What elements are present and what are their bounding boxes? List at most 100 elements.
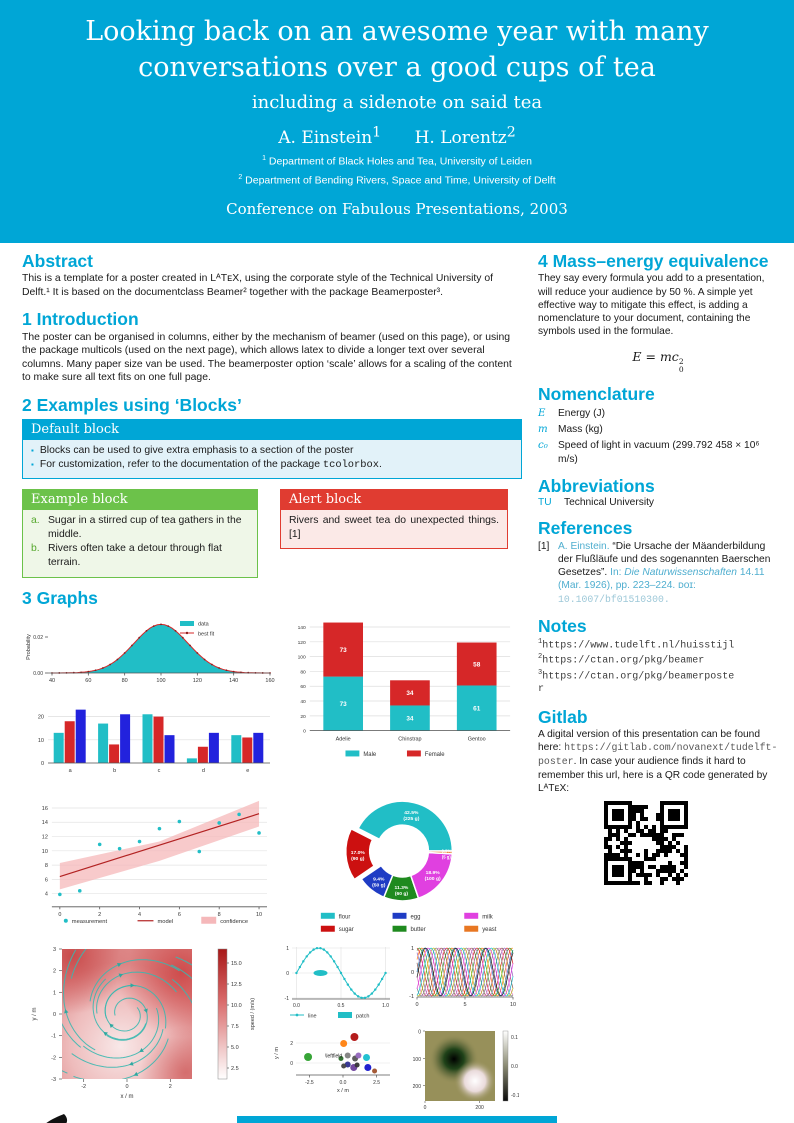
svg-text:12: 12 xyxy=(42,834,48,840)
nomenclature-entry: c₀ Speed of light in vacuum (299.792 458 … xyxy=(538,440,760,465)
svg-text:data: data xyxy=(198,621,210,627)
svg-text:Gentoo: Gentoo xyxy=(468,736,486,742)
svg-text:1: 1 xyxy=(53,990,56,996)
poster-header: Looking back on an awesome year with man… xyxy=(0,0,794,243)
svg-text:34: 34 xyxy=(406,690,414,697)
svg-text:0: 0 xyxy=(303,729,306,735)
grouped-bar-chart: 0 10 20 a b c d e xyxy=(38,709,270,774)
svg-text:10.0: 10.0 xyxy=(231,1003,242,1009)
svg-text:\leftfield: \leftfield xyxy=(325,1053,342,1059)
svg-text:8: 8 xyxy=(45,863,48,869)
svg-text:c: c xyxy=(158,768,161,774)
svg-text:best fit: best fit xyxy=(198,631,215,637)
svg-text:73: 73 xyxy=(340,647,348,654)
svg-text:40: 40 xyxy=(49,678,55,684)
svg-text:line: line xyxy=(308,1013,317,1019)
nomenclature-heading: Nomenclature xyxy=(538,384,655,405)
ingredients-donut-chart: 42.5% (225 g) 17.0% (90 g) 9.4% (50 g) 11.3% (6… xyxy=(320,800,497,933)
svg-text:4: 4 xyxy=(138,912,141,918)
examples-heading: 2 Examples using ‘Blocks’ xyxy=(22,394,242,415)
abstract-text: This is a template for a poster created … xyxy=(22,273,494,298)
svg-text:1: 1 xyxy=(411,946,414,952)
doi-link[interactable]: 10.1007/bf01510300. xyxy=(558,593,670,605)
example-alert-row: Example block a. Sugar in a stirred cup o… xyxy=(22,489,522,578)
svg-text:0: 0 xyxy=(58,912,61,918)
svg-text:model: model xyxy=(157,919,173,925)
svg-text:-2: -2 xyxy=(51,1055,56,1061)
penguin-stacked-bar-chart: 0 20 40 60 80 100 120 140 73 73 Adelie 34 34 Chinstra… xyxy=(298,622,511,758)
example-block-title: Example block xyxy=(23,490,257,511)
svg-text:flour: flour xyxy=(339,914,351,920)
svg-text:0: 0 xyxy=(411,970,414,976)
default-block: Default block ▪ Blocks can be used to giv… xyxy=(22,419,522,480)
svg-text:7.5: 7.5 xyxy=(231,1024,239,1030)
right-column: 4 Mass–energy equivalence They say every… xyxy=(538,252,778,886)
svg-text:73: 73 xyxy=(340,701,348,708)
svg-text:11.3%(60 g): 11.3% (60 g) xyxy=(395,885,409,897)
svg-text:140: 140 xyxy=(229,678,238,684)
poster-title: Looking back on an awesome year with man… xyxy=(85,16,709,83)
bullet-icon: ▪ xyxy=(31,460,34,470)
svg-text:10: 10 xyxy=(256,912,262,918)
svg-text:2.5: 2.5 xyxy=(231,1066,239,1072)
svg-text:x / m: x / m xyxy=(121,1094,134,1099)
example-block: Example block a. Sugar in a stirred cup o… xyxy=(22,489,258,578)
svg-text:12.5: 12.5 xyxy=(231,982,242,988)
svg-text:3: 3 xyxy=(53,947,56,953)
svg-text:20: 20 xyxy=(38,714,44,720)
svg-text:80: 80 xyxy=(300,669,306,675)
list-item: b. Rivers often take a detour through fla… xyxy=(31,543,222,569)
svg-text:milk: milk xyxy=(482,914,493,920)
svg-text:20: 20 xyxy=(300,714,306,720)
svg-text:17.0%(90 g): 17.0% (90 g) xyxy=(351,850,366,862)
conference-line: Conference on Fabulous Presentations, 20… xyxy=(226,199,568,218)
note-url[interactable]: https://ctan.org/pkg/beamerposter xyxy=(538,671,735,696)
mass-energy-text: They say every formula you add to a pres… xyxy=(538,273,765,338)
notes-list: 1https://www.tudelft.nl/huisstijl 2https… xyxy=(538,638,738,697)
svg-text:10: 10 xyxy=(510,1002,516,1008)
svg-text:5.0: 5.0 xyxy=(231,1045,239,1051)
svg-text:14: 14 xyxy=(42,820,48,826)
footer-accent-bar xyxy=(237,1116,557,1123)
introduction-heading: 1 Introduction xyxy=(22,309,139,330)
svg-text:b: b xyxy=(113,768,116,774)
gitlab-url[interactable]: https://gitlab.com/novanext/tudelft-post… xyxy=(538,742,778,768)
svg-text:0.0: 0.0 xyxy=(511,1064,518,1070)
svg-text:5: 5 xyxy=(463,1002,466,1008)
svg-text:9.4%(50 g): 9.4% (50 g) xyxy=(372,876,386,888)
svg-text:100: 100 xyxy=(298,654,306,660)
svg-text:18.9%(100 g): 18.9% (100 g) xyxy=(425,870,441,882)
svg-text:0.9%(5 g): 0.9% (5 g) xyxy=(442,848,452,859)
svg-text:speed / (m/s): speed / (m/s) xyxy=(250,998,256,1030)
svg-text:confidence: confidence xyxy=(220,919,248,925)
svg-text:120: 120 xyxy=(298,640,306,646)
svg-text:0: 0 xyxy=(286,971,289,977)
author: H. Lorentz2 xyxy=(414,124,516,148)
svg-text:140: 140 xyxy=(298,625,306,631)
svg-text:Chinstrap: Chinstrap xyxy=(398,736,421,742)
svg-text:160: 160 xyxy=(265,678,274,684)
svg-text:80: 80 xyxy=(122,678,128,684)
svg-text:yeast: yeast xyxy=(482,927,497,933)
svg-text:0: 0 xyxy=(41,761,44,767)
svg-text:2: 2 xyxy=(98,912,101,918)
note-url[interactable]: https://ctan.org/pkg/beamer xyxy=(542,655,705,667)
gitlab-heading: Gitlab xyxy=(538,706,588,727)
svg-text:-2: -2 xyxy=(81,1084,86,1090)
svg-text:58: 58 xyxy=(473,661,481,668)
svg-text:10: 10 xyxy=(38,738,44,744)
list-item: a. Sugar in a stirred cup of tea gathers … xyxy=(31,515,242,541)
svg-text:Adelie: Adelie xyxy=(336,736,351,742)
svg-text:y / m: y / m xyxy=(32,1007,38,1020)
svg-text:-1: -1 xyxy=(409,994,414,1000)
svg-text:120: 120 xyxy=(193,678,202,684)
svg-text:-3: -3 xyxy=(51,1077,56,1083)
default-block-body: ▪ Blocks can be used to give extra emphas… xyxy=(23,440,521,479)
note-url[interactable]: https://www.tudelft.nl/huisstijl xyxy=(542,639,735,651)
introduction-text: The poster can be organised in columns, … xyxy=(22,331,512,384)
reference-entry: [1] A. Einstein. “Die Ursache der Mäande… xyxy=(538,540,771,605)
gitlab-text: A digital version of this presentation c… xyxy=(538,728,778,795)
svg-text:10: 10 xyxy=(42,849,48,855)
